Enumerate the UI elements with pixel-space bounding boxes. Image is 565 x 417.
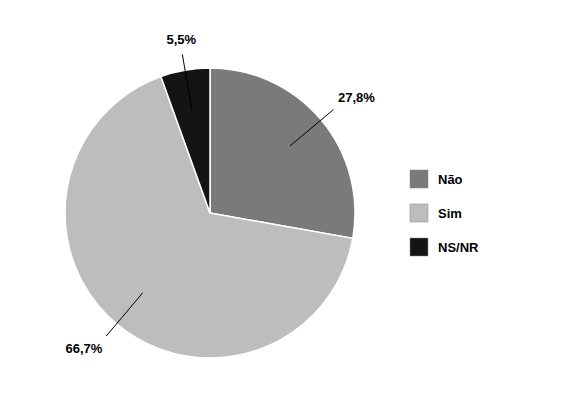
legend-swatch bbox=[410, 204, 428, 222]
pie-slice bbox=[161, 68, 210, 213]
legend-label: NS/NR bbox=[438, 240, 479, 255]
data-label: 66,7% bbox=[65, 341, 102, 356]
data-label: 27,8% bbox=[338, 90, 375, 105]
slices bbox=[65, 68, 355, 358]
leader-line bbox=[106, 293, 142, 336]
data-label: 5,5% bbox=[166, 32, 196, 47]
legend: Não Sim NS/NR bbox=[410, 170, 479, 256]
legend-label: Não bbox=[438, 172, 463, 187]
leader-line bbox=[182, 54, 192, 110]
leader-line bbox=[290, 110, 333, 146]
legend-swatch bbox=[410, 170, 428, 188]
chart-svg: 27,8% 66,7% 5,5% Não Sim NS/NR bbox=[0, 0, 565, 417]
chart-container: 27,8% 66,7% 5,5% Não Sim NS/NR bbox=[0, 0, 565, 417]
background bbox=[0, 0, 565, 417]
data-labels: 27,8% 66,7% 5,5% bbox=[65, 32, 375, 355]
pie-slice bbox=[210, 68, 355, 238]
legend-label: Sim bbox=[438, 206, 462, 221]
legend-swatch bbox=[410, 238, 428, 256]
